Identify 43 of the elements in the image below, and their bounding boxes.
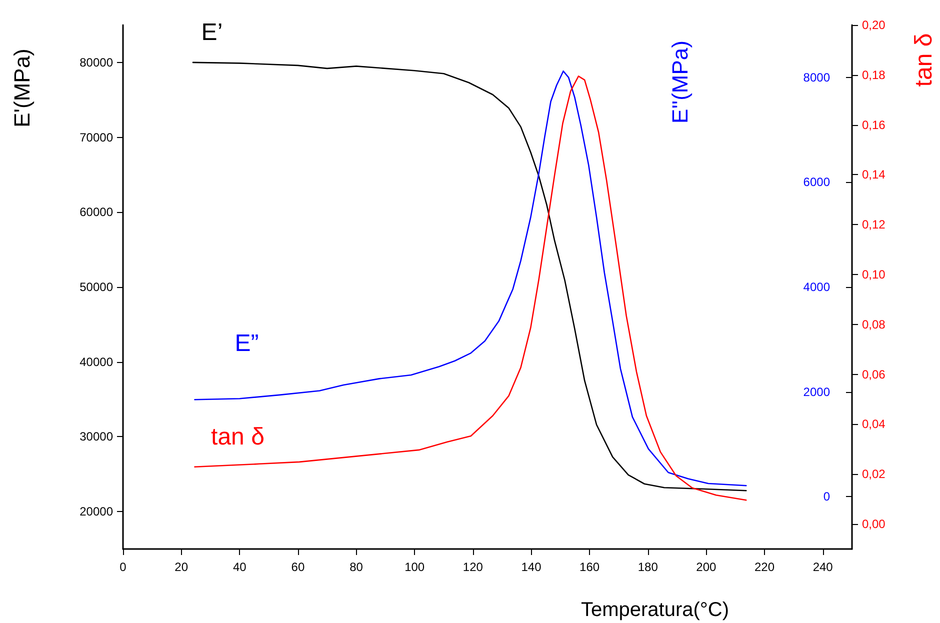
y3-tick-label: 0,18 [862,68,886,82]
y2-tick-label: 8000 [803,70,830,84]
series-label: E’ [201,18,223,46]
y3-tick-label: 0,08 [862,317,886,332]
y-tick-label: 60000 [80,205,114,220]
y-tick-label: 30000 [80,430,114,444]
y3-tick-label: 0,00 [862,517,886,532]
x-tick-label: 80 [350,560,364,574]
x-tick-label: 20 [174,560,188,574]
x-tick-label: 160 [580,560,600,574]
y3-tick-label: 0,14 [862,168,886,182]
series-label: E” [234,330,259,358]
y2-tick-label: 4000 [803,280,830,294]
x-tick-label: 40 [232,560,247,574]
x-tick-label: 100 [404,560,425,574]
x-tick-label: 220 [754,560,775,574]
y2-tick-label: 6000 [803,175,830,190]
x-tick-label: 0 [120,560,127,574]
x-tick-label: 120 [462,560,484,574]
y3-tick-label: 0,20 [862,18,886,32]
y3-axis-title: tan δ [910,33,938,87]
y-tick-label: 70000 [80,130,114,144]
series-label: tan δ [211,423,264,450]
y-tick-label: 40000 [80,354,114,369]
y3-tick-label: 0,16 [862,118,886,132]
y3-tick-label: 0,04 [862,417,886,432]
y3-tick-label: 0,10 [862,268,886,282]
x-tick-label: 180 [638,560,658,574]
y-tick-label: 50000 [80,280,114,294]
y3-tick-label: 0,06 [862,367,886,382]
y2-tick-label: 2000 [803,384,830,399]
y2-axis-title: E''(MPa) [668,40,692,124]
x-tick-label: 60 [291,560,305,574]
x-tick-label: 240 [812,560,834,574]
x-tick-label: 200 [696,560,717,574]
x-tick-label: 140 [521,560,542,574]
y2-tick-label: 0 [823,490,830,504]
y3-tick-label: 0,02 [862,467,886,482]
y-axis-title: E'(MPa) [10,48,34,128]
y-tick-label: 80000 [80,55,114,70]
y3-tick-label: 0,12 [862,218,886,232]
y-tick-label: 20000 [80,504,114,519]
x-axis-title: Temperatura(°C) [580,599,730,621]
